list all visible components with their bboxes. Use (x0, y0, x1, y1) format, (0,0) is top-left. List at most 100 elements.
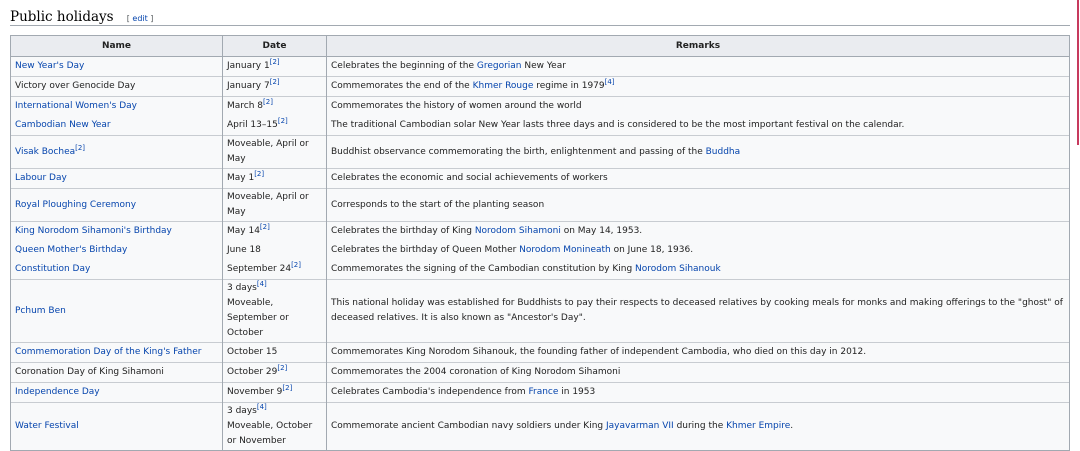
holiday-name-link[interactable]: Commemoration Day of the King's Father (15, 347, 202, 357)
holiday-name: Victory over Genocide Day (15, 81, 136, 91)
date-cell: April 13–15[2] (222, 116, 327, 136)
holiday-date: November 9 (227, 387, 283, 397)
public-holidays-table: Name Date Remarks New Year's Day January … (10, 35, 1070, 451)
remark-text: on May 14, 1953. (560, 226, 643, 236)
remark-link[interactable]: Khmer Rouge (472, 81, 534, 91)
date-cell: March 8[2] (222, 96, 327, 116)
date-cell: November 9[2] (222, 382, 327, 403)
name-cell: Victory over Genocide Day (10, 76, 223, 97)
holiday-name-link[interactable]: Water Festival (15, 421, 79, 431)
table-row: Independence Day November 9[2] Celebrates … (10, 382, 1070, 403)
table-row: Visak Bochea[2] Moveable, April or May Bud… (10, 135, 1070, 169)
header-remarks[interactable]: Remarks (326, 35, 1070, 57)
remark-link[interactable]: Norodom Sihanouk (635, 264, 721, 274)
remark-link[interactable]: Khmer Empire (726, 421, 791, 431)
reference-link[interactable]: [2] (282, 384, 293, 392)
header-name[interactable]: Name (10, 35, 223, 57)
reference-link[interactable]: [4] (256, 403, 267, 411)
holiday-date: Moveable, September or October (227, 298, 289, 338)
table-row: New Year's Day January 1[2] Celebrates the… (10, 56, 1070, 77)
remark-text: Commemorates the signing of the Cambodia… (331, 264, 636, 274)
remark-link[interactable]: Norodom Sihamoni (474, 226, 561, 236)
remarks-cell: Celebrates the birthday of Queen Mother … (326, 241, 1070, 260)
reference-link[interactable]: [2] (269, 78, 280, 86)
holiday-date: June 18 (227, 245, 261, 255)
holiday-name-link[interactable]: Queen Mother's Birthday (15, 245, 128, 255)
reference-link[interactable]: [4] (256, 280, 267, 288)
remark-link[interactable]: Gregorian (476, 61, 522, 71)
remark-text: on June 18, 1936. (610, 245, 694, 255)
holiday-name-link[interactable]: International Women's Day (15, 101, 137, 111)
remark-text: New Year (521, 61, 566, 71)
duration: 3 days (227, 406, 257, 416)
remark-text: during the (673, 421, 727, 431)
name-cell: New Year's Day (10, 56, 223, 77)
holiday-name-link[interactable]: Labour Day (15, 173, 67, 183)
date-cell: Moveable, April or May (222, 135, 327, 169)
table-row: Pchum Ben 3 days[4] Moveable, September or… (10, 279, 1070, 343)
remarks-cell: This national holiday was established fo… (326, 279, 1070, 343)
date-cell: October 29[2] (222, 362, 327, 383)
remark-text: Celebrates Cambodia's independence from (331, 387, 529, 397)
holiday-date: October 15 (227, 347, 278, 357)
reference-link[interactable]: [4] (604, 78, 615, 86)
remark-text: . (790, 421, 794, 431)
date-cell: June 18 (222, 241, 327, 260)
remark-link[interactable]: Buddha (705, 146, 741, 157)
remark-link[interactable]: Jayavarman VII (605, 421, 674, 431)
remarks-cell: Celebrates the economic and social achie… (326, 168, 1070, 189)
holiday-name-link[interactable]: Pchum Ben (15, 305, 66, 316)
table-row: King Norodom Sihamoni's Birthday May 14[2… (10, 221, 1070, 241)
name-cell: Royal Ploughing Ceremony (10, 188, 223, 222)
holiday-name: Coronation Day of King Sihamoni (15, 367, 164, 377)
remarks-cell: Commemorates the 2004 coronation of King… (326, 362, 1070, 383)
remark-link[interactable]: France (528, 387, 559, 397)
reference-link[interactable]: [2] (277, 364, 288, 372)
holiday-name-link[interactable]: Cambodian New Year (15, 120, 111, 130)
holiday-name-link[interactable]: Independence Day (15, 387, 100, 397)
reference-link[interactable]: [2] (263, 98, 273, 106)
holiday-name-link[interactable]: Royal Ploughing Ceremony (15, 199, 137, 210)
remark-text: in 1953 (558, 387, 596, 397)
reference-link[interactable]: [2] (75, 143, 86, 152)
date-cell: Moveable, April or May (222, 188, 327, 222)
table-row: Cambodian New Year April 13–15[2] The trad… (10, 116, 1070, 136)
reference-link[interactable]: [2] (277, 117, 288, 125)
name-cell: Visak Bochea[2] (10, 135, 223, 169)
remarks-cell: Celebrates Cambodia's independence from … (326, 382, 1070, 403)
holiday-date: April 13–15 (227, 120, 278, 130)
section-title: Public holidays (10, 9, 114, 25)
edit-link[interactable]: edit (132, 14, 148, 23)
name-cell: Commemoration Day of the King's Father (10, 342, 223, 363)
header-date[interactable]: Date (222, 35, 327, 57)
table-row: Labour Day May 1[2] Celebrates the economi… (10, 168, 1070, 189)
date-cell: January 7[2] (222, 76, 327, 97)
reference-link[interactable]: [2] (269, 58, 280, 66)
remark-text: This national holiday was established fo… (331, 298, 1063, 323)
holiday-name-link[interactable]: Visak Bochea (15, 146, 76, 157)
date-cell: January 1[2] (222, 56, 327, 77)
reference-link[interactable]: [2] (291, 261, 301, 269)
table-row: International Women's Day March 8[2] Comme… (10, 96, 1070, 116)
holiday-date: September 24 (227, 264, 292, 274)
table-row: Constitution Day September 24[2] Commemora… (10, 260, 1070, 280)
remarks-cell: Commemorates the signing of the Cambodia… (326, 260, 1070, 280)
name-cell: Water Festival (10, 402, 223, 451)
date-cell: May 14[2] (222, 221, 327, 241)
table-row: Queen Mother's Birthday June 18 Celebrates… (10, 241, 1070, 260)
holiday-date: January 7 (227, 81, 270, 91)
holiday-name-link[interactable]: King Norodom Sihamoni's Birthday (15, 226, 172, 236)
scroll-indicator (1077, 0, 1079, 145)
holiday-name-link[interactable]: Constitution Day (15, 264, 91, 274)
reference-link[interactable]: [2] (254, 170, 265, 178)
remark-link[interactable]: Norodom Monineath (519, 245, 611, 255)
holiday-name-link[interactable]: New Year's Day (15, 61, 85, 71)
table-row: Coronation Day of King Sihamoni October 2… (10, 362, 1070, 383)
table-row: Victory over Genocide Day January 7[2] Com… (10, 76, 1070, 97)
remarks-cell: Commemorates King Norodom Sihanouk, the … (326, 342, 1070, 363)
name-cell: International Women's Day (10, 96, 223, 116)
remarks-cell: The traditional Cambodian solar New Year… (326, 116, 1070, 136)
remark-text: Celebrates the birthday of Queen Mother (331, 245, 520, 255)
remark-text: regime in 1979 (533, 81, 605, 91)
reference-link[interactable]: [2] (259, 223, 270, 231)
